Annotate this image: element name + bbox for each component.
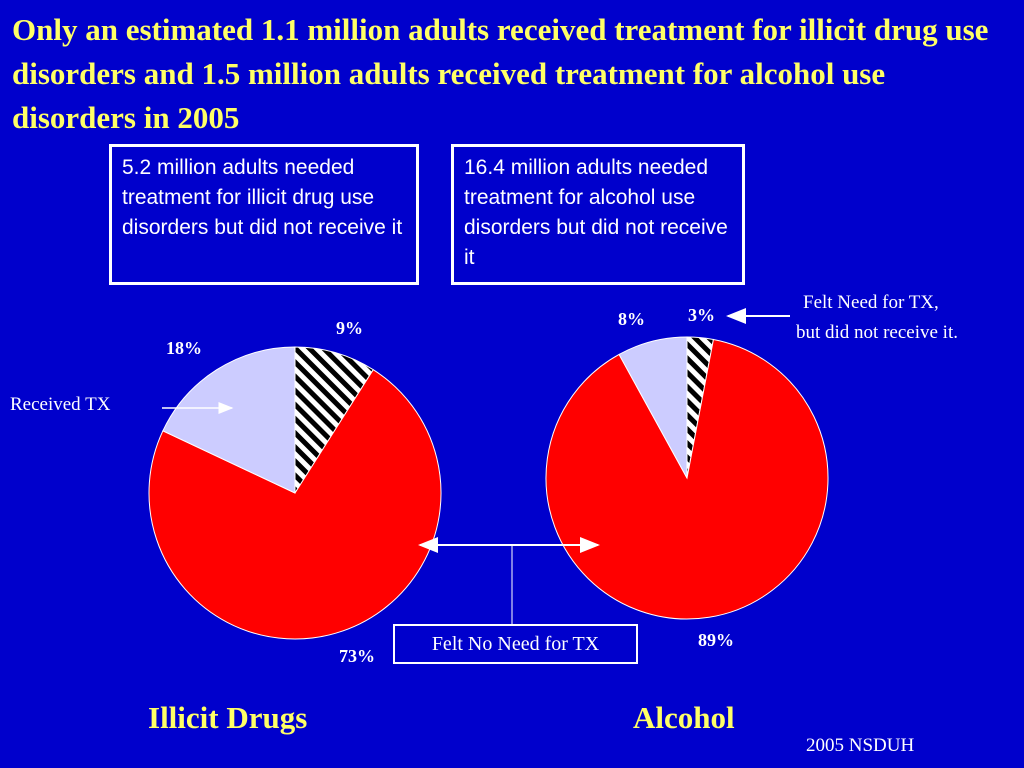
illicit-drugs-title: Illicit Drugs [148,700,308,735]
alcohol-unmet-need-box: 16.4 million adults needed treatment for… [451,144,745,285]
source-label: 2005 NSDUH [806,735,915,756]
alcohol-felt-no-need-slice [545,338,829,620]
illicit-felt-need-pct: 9% [336,318,363,338]
alcohol-pie [545,336,829,620]
illicit-received-pct: 18% [166,338,202,358]
received-tx-label: Received TX [10,394,111,415]
alcohol-felt-need-pct: 3% [688,305,715,325]
illicit-drugs-pie [148,346,442,640]
felt-no-need-label: Felt No Need for TX [393,624,638,664]
felt-need-label-line2: but did not receive it. [796,322,958,343]
alcohol-title: Alcohol [633,700,735,735]
illicit-felt-no-need-slice [148,369,442,640]
illicit-felt-no-need-pct: 73% [339,646,375,666]
alcohol-received-pct: 8% [618,309,645,329]
alcohol-received-tx-slice [618,336,688,479]
felt-need-label-line1: Felt Need for TX, [803,292,939,313]
alcohol-felt-no-need-pct: 89% [698,630,734,650]
page-title: Only an estimated 1.1 million adults rec… [12,12,989,135]
illicit-received-tx-slice [162,346,296,494]
illicit-unmet-need-box: 5.2 million adults needed treatment for … [109,144,419,285]
illicit-felt-need-slice [294,346,374,495]
